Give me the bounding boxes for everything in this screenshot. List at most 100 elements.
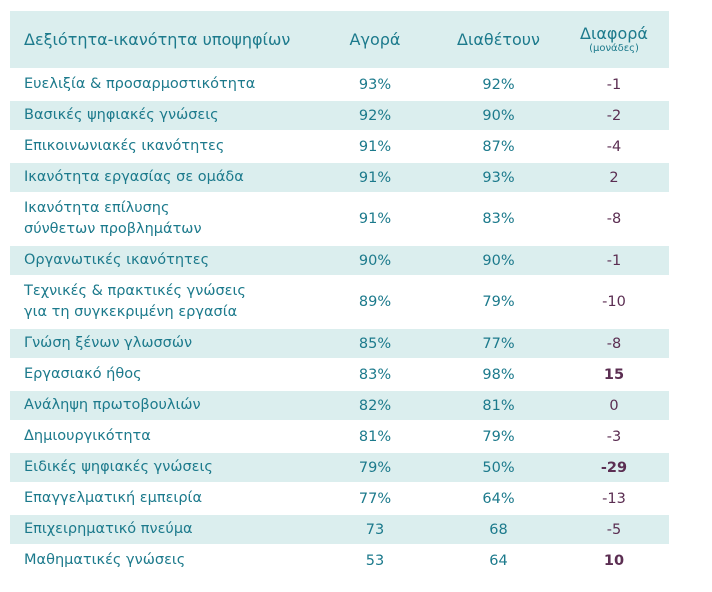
available-cell: 90% [482, 107, 515, 124]
table-row: Βασικές ψηφιακές γνώσεις 92% 90% -2 [10, 101, 669, 132]
difference-cell: -4 [606, 138, 622, 155]
available-cell: 64 [489, 552, 508, 569]
market-cell: 81% [358, 428, 392, 445]
table-row: Εργασιακό ήθος 83% 98% 15 [10, 360, 669, 391]
available-cell: 93% [482, 169, 515, 186]
skill-line: Οργανωτικές ικανότητες [24, 252, 210, 268]
difference-cell: -8 [606, 211, 622, 227]
skill-line: για τη συγκεκριμένη εργασία [24, 304, 238, 320]
skill-cell: Γνώση ξένων γλωσσών [10, 333, 312, 354]
skills-table: Δεξιότητα-ικανότητα υποψηφίων Αγορά Διαθ… [10, 11, 669, 577]
skill-line: Ανάληψη πρωτοβουλιών [24, 397, 201, 413]
skill-line: Επαγγελματική εμπειρία [24, 490, 203, 506]
table-row: Γνώση ξένων γλωσσών 85% 77% -8 [10, 329, 669, 360]
market-cell: 91% [358, 169, 392, 186]
difference-cell: 15 [603, 366, 625, 383]
skill-line: Βασικές ψηφιακές γνώσεις [24, 107, 219, 123]
table-row: Δημιουργικότητα 81% 79% -3 [10, 422, 669, 453]
available-cell: 81% [482, 397, 515, 414]
table-row: Ικανότητα επίλυσης σύνθετων προβλημάτων 91… [10, 194, 669, 246]
skill-line: Ικανότητα εργασίας σε ομάδα [24, 169, 244, 185]
header-difference-unit: (μονάδες) [589, 42, 639, 54]
table-row: Μαθηματικές γνώσεις 53 64 10 [10, 546, 669, 577]
header-market: Αγορά [349, 30, 401, 49]
available-cell: 83% [482, 211, 515, 227]
table-row: Τεχνικές & πρακτικές γνώσεις για τη συγκε… [10, 277, 669, 329]
difference-cell: -1 [606, 76, 622, 93]
available-cell: 98% [482, 366, 515, 383]
table-header-row: Δεξιότητα-ικανότητα υποψηφίων Αγορά Διαθ… [10, 11, 669, 70]
skill-cell: Βασικές ψηφιακές γνώσεις [10, 105, 312, 126]
available-cell: 50% [482, 459, 515, 476]
available-cell: 68 [489, 521, 508, 538]
skill-line: σύνθετων προβλημάτων [24, 221, 202, 237]
skill-cell: Ικανότητα εργασίας σε ομάδα [10, 167, 312, 188]
difference-cell: -13 [602, 490, 626, 507]
skill-cell: Επικοινωνιακές ικανότητες [10, 136, 312, 157]
available-cell: 87% [482, 138, 515, 155]
skill-line: Μαθηματικές γνώσεις [24, 552, 186, 568]
skill-cell: Δημιουργικότητα [10, 426, 312, 447]
available-cell: 79% [482, 294, 515, 310]
skill-line: Εργασιακό ήθος [24, 366, 142, 382]
skill-cell: Ευελιξία & προσαρμοστικότητα [10, 74, 312, 95]
market-cell: 77% [358, 490, 392, 507]
skill-line: Δημιουργικότητα [24, 428, 151, 444]
skill-line: Επικοινωνιακές ικανότητες [24, 138, 225, 154]
skill-line: Ειδικές ψηφιακές γνώσεις [24, 459, 213, 475]
header-skill: Δεξιότητα-ικανότητα υποψηφίων [24, 30, 291, 49]
header-available: Διαθέτουν [457, 30, 540, 49]
table-row: Επαγγελματική εμπειρία 77% 64% -13 [10, 484, 669, 515]
table-row: Επικοινωνιακές ικανότητες 91% 87% -4 [10, 132, 669, 163]
market-cell: 90% [358, 252, 392, 269]
difference-cell: 0 [609, 397, 619, 414]
table-row: Ικανότητα εργασίας σε ομάδα 91% 93% 2 [10, 163, 669, 194]
difference-cell: -2 [606, 107, 622, 124]
skill-cell: Οργανωτικές ικανότητες [10, 250, 312, 271]
skill-line: Γνώση ξένων γλωσσών [24, 335, 193, 351]
market-cell: 83% [358, 366, 392, 383]
market-cell: 82% [358, 397, 392, 414]
difference-cell: 10 [603, 552, 625, 569]
table-row: Επιχειρηματικό πνεύμα 73 68 -5 [10, 515, 669, 546]
table-body: Ευελιξία & προσαρμοστικότητα 93% 92% -1 Βασι… [10, 70, 669, 577]
table-row: Ανάληψη πρωτοβουλιών 82% 81% 0 [10, 391, 669, 422]
skill-cell: Επαγγελματική εμπειρία [10, 488, 312, 509]
difference-cell: -8 [606, 335, 622, 352]
difference-cell: -10 [602, 294, 626, 310]
skill-cell: Μαθηματικές γνώσεις [10, 550, 312, 571]
difference-cell: -1 [606, 252, 622, 269]
available-cell: 77% [482, 335, 515, 352]
header-difference-label: Διαφορά [580, 23, 648, 43]
skill-cell: Επιχειρηματικό πνεύμα [10, 519, 312, 540]
skill-cell: Τεχνικές & πρακτικές γνώσεις για τη συγκε… [10, 281, 312, 323]
table-row: Ειδικές ψηφιακές γνώσεις 79% 50% -29 [10, 453, 669, 484]
skill-cell: Ανάληψη πρωτοβουλιών [10, 395, 312, 416]
difference-cell: -5 [606, 521, 622, 538]
header-difference: Διαφορά (μονάδες) [559, 23, 669, 55]
skill-cell: Ειδικές ψηφιακές γνώσεις [10, 457, 312, 478]
skill-line: Ευελιξία & προσαρμοστικότητα [24, 76, 256, 92]
market-cell: 73 [365, 521, 385, 538]
available-cell: 90% [482, 252, 515, 269]
market-cell: 79% [358, 459, 392, 476]
available-cell: 64% [482, 490, 515, 507]
skill-line: Τεχνικές & πρακτικές γνώσεις [24, 283, 246, 299]
available-cell: 92% [482, 76, 515, 93]
skill-cell: Εργασιακό ήθος [10, 364, 312, 385]
difference-cell: 2 [609, 169, 619, 186]
skill-line: Ικανότητα επίλυσης [24, 200, 170, 216]
skill-line: Επιχειρηματικό πνεύμα [24, 521, 193, 537]
available-cell: 79% [482, 428, 515, 445]
market-cell: 93% [358, 76, 392, 93]
difference-cell: -29 [600, 459, 628, 476]
skill-cell: Ικανότητα επίλυσης σύνθετων προβλημάτων [10, 198, 312, 240]
market-cell: 92% [358, 107, 392, 124]
market-cell: 85% [358, 335, 392, 352]
market-cell: 53 [365, 552, 385, 569]
market-cell: 91% [358, 211, 392, 227]
market-cell: 89% [358, 294, 392, 310]
table-row: Ευελιξία & προσαρμοστικότητα 93% 92% -1 [10, 70, 669, 101]
market-cell: 91% [358, 138, 392, 155]
difference-cell: -3 [606, 428, 622, 445]
